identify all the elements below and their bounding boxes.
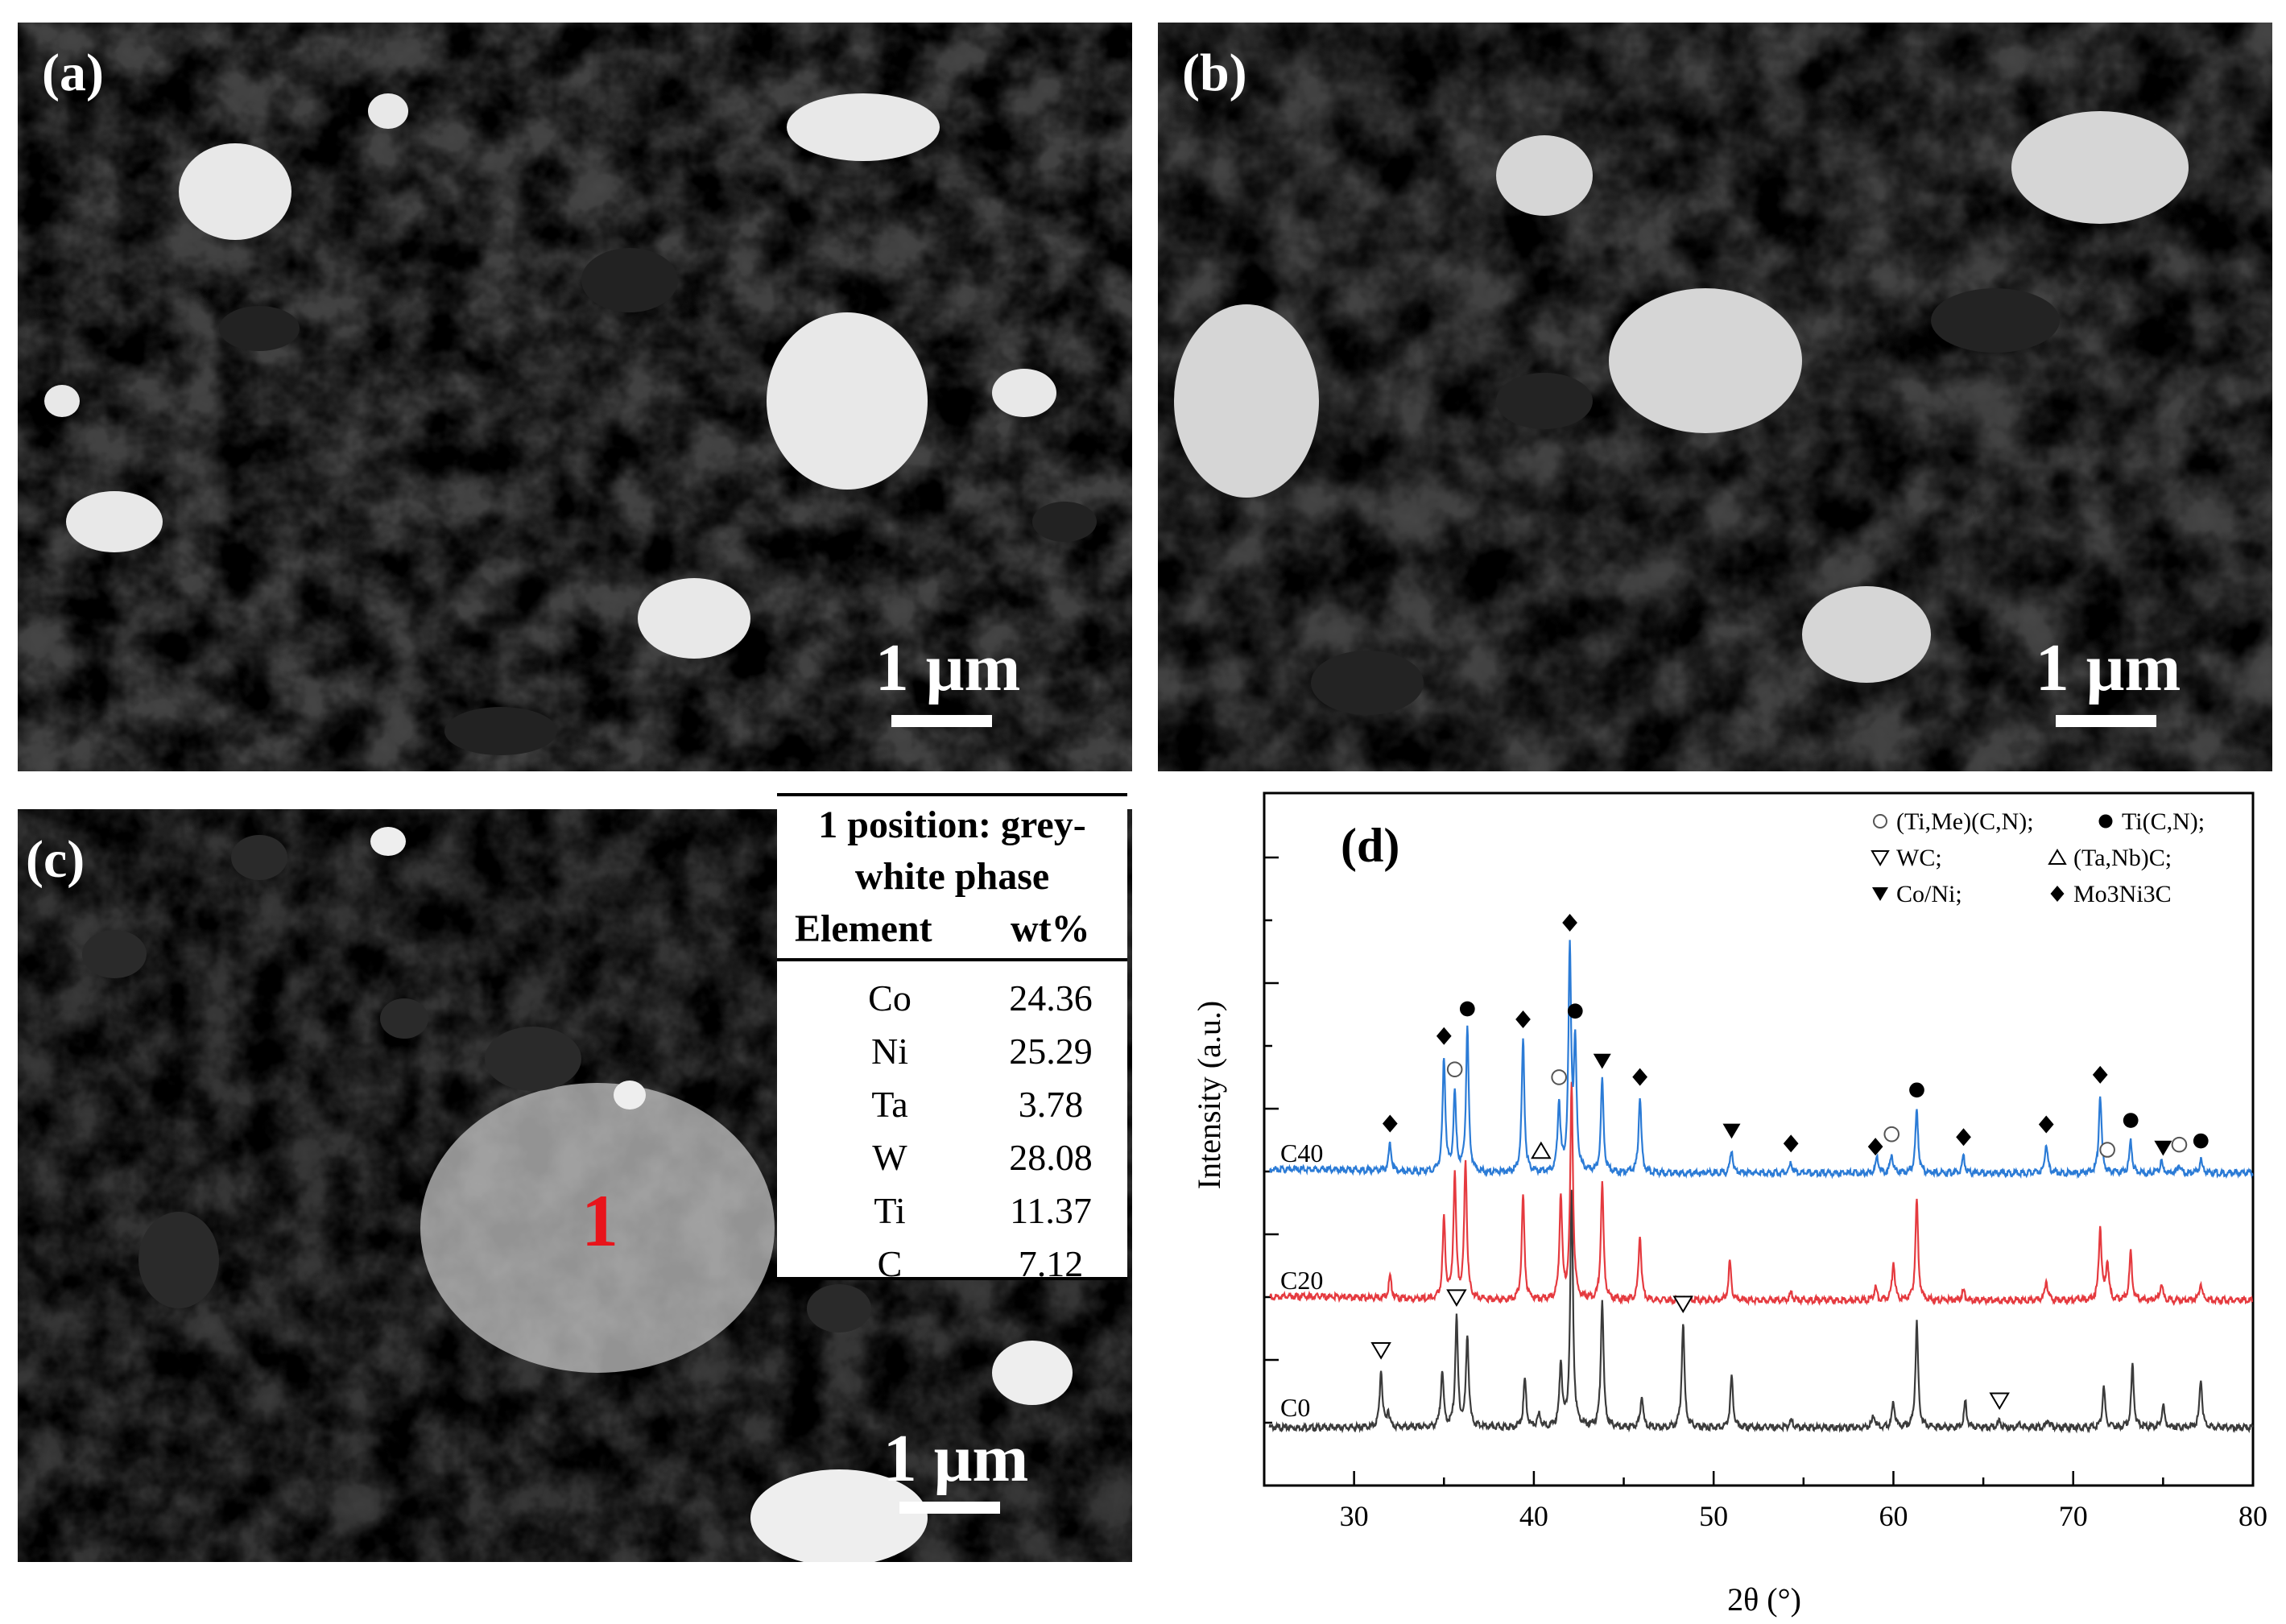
panel-label-b: (b) [1182, 43, 1247, 102]
position-marker-1: 1 [581, 1180, 618, 1262]
phase-marker-circle-filled [1567, 1003, 1583, 1019]
sem-image-b [1158, 23, 2272, 771]
x-tick-label: 40 [1519, 1500, 1548, 1532]
x-tick-label: 50 [1699, 1500, 1728, 1532]
xrd-chart-panel: 30 40 50 60 70 80 C0 C20 C40 (Ti,Me)(C,N); Ti(C,… [1172, 777, 2286, 1620]
phase-marker-diamond-filled [1382, 1114, 1398, 1133]
table-row: W 28.08 [872, 1137, 1093, 1178]
panel-label-d: (d) [1341, 819, 1399, 872]
table-caption-line2: white phase [854, 855, 1050, 898]
sem-panel-b: (b) 1 μm [1158, 23, 2272, 771]
x-tick-label: 70 [2059, 1500, 2088, 1532]
sem-panel-a: (a) 1 μm [18, 23, 1132, 771]
scale-bar-b [2056, 715, 2156, 727]
table-top-rule [777, 793, 1127, 796]
phase-marker-triangle-up-open [1531, 1141, 1552, 1159]
legend-entry: Ti(C,N); [2122, 808, 2205, 835]
legend-entry: WC; [1896, 845, 1942, 871]
header-wt: wt% [1011, 907, 1090, 950]
xrd-chart: 30 40 50 60 70 80 C0 C20 C40 (Ti,Me)(C,N); Ti(C,… [1191, 791, 2267, 1618]
phase-marker-circle-open [1446, 1061, 1463, 1077]
sem-image-a [18, 23, 1132, 771]
legend-entry: (Ti,Me)(C,N); [1896, 808, 2034, 835]
series-label-c0: C0 [1280, 1393, 1310, 1422]
phase-marker-diamond-filled [1515, 1010, 1531, 1029]
phase-marker-circle-open [1551, 1069, 1567, 1085]
phase-marker-triangle-down-open [1989, 1392, 2010, 1411]
panel-label-a: (a) [42, 43, 104, 102]
phase-marker-triangle-down-filled [1722, 1123, 1741, 1139]
series-label-c20: C20 [1280, 1266, 1323, 1295]
phase-marker-diamond-filled [1867, 1138, 1883, 1156]
phase-marker-circle-filled [2193, 1133, 2209, 1149]
table-bottom-rule [777, 1277, 1127, 1280]
chart-series: C0 C20 C40 [1268, 940, 2254, 1434]
y-axis-label: Intensity (a.u.) [1191, 1001, 1227, 1189]
scale-label-b: 1 μm [2035, 630, 2181, 705]
plot-frame [1263, 791, 2255, 1487]
legend-triangle-down-open-icon [1871, 850, 1890, 866]
phase-marker-circle-filled [1909, 1082, 1924, 1098]
x-tick-label: 80 [2238, 1500, 2267, 1532]
phase-marker-diamond-filled [1562, 914, 1577, 932]
phase-marker-diamond-filled [1632, 1068, 1647, 1086]
phase-marker-diamond-filled [1436, 1027, 1452, 1045]
phase-marker-diamond-filled [2038, 1115, 2054, 1134]
scale-bar-c [899, 1502, 1000, 1514]
phase-marker-diamond-filled [2092, 1065, 2108, 1084]
legend-entry: Mo3Ni3C [2073, 881, 2172, 907]
scale-label-c: 1 μm [883, 1421, 1029, 1496]
phase-marker-triangle-down-filled [2154, 1140, 2172, 1156]
scale-bar-a [891, 715, 992, 727]
phase-marker-circle-filled [2123, 1113, 2139, 1128]
eds-composition-table: 1 position: grey- white phase Element wt… [777, 793, 1127, 1284]
legend-entry: (Ta,Nb)C; [2073, 845, 2172, 871]
legend-diamond-filled-icon [2050, 886, 2065, 902]
phase-markers [1370, 914, 2209, 1411]
phase-marker-circle-open [1883, 1126, 1900, 1143]
table-row: C 7.12 [877, 1243, 1084, 1284]
table-row: Ni 25.29 [871, 1031, 1093, 1072]
legend-triangle-up-open-icon [2048, 849, 2067, 865]
phase-marker-diamond-filled [1956, 1128, 1971, 1147]
phase-marker-diamond-filled [1783, 1134, 1799, 1153]
phase-marker-circle-filled [1459, 1001, 1475, 1017]
legend-circle-filled-icon [2098, 814, 2113, 829]
legend-entry: Co/Ni; [1896, 881, 1962, 907]
phase-marker-circle-open [2099, 1142, 2115, 1158]
series-label-c40: C40 [1280, 1138, 1323, 1167]
chart-axes: 30 40 50 60 70 80 [1263, 791, 2267, 1532]
table-row: Co 24.36 [868, 977, 1093, 1019]
series-line-c20 [1269, 1081, 2254, 1307]
series-line-c0 [1268, 1189, 2254, 1434]
x-tick-label: 60 [1879, 1500, 1908, 1532]
x-axis-label: 2θ (°) [1727, 1581, 1801, 1618]
legend-triangle-down-filled-icon [1872, 887, 1888, 901]
table-row: Ta 3.78 [871, 1084, 1084, 1125]
series-line-c40 [1269, 940, 2254, 1180]
panel-label-c: (c) [26, 830, 85, 889]
phase-marker-triangle-down-open [1672, 1295, 1693, 1314]
table-row: Ti 11.37 [874, 1190, 1092, 1231]
x-tick-label: 30 [1340, 1500, 1369, 1532]
phase-marker-triangle-down-open [1370, 1341, 1391, 1360]
header-element: Element [795, 907, 932, 950]
legend-circle-open-icon [1873, 814, 1887, 829]
chart-legend: (Ti,Me)(C,N); Ti(C,N); WC; (Ta,Nb)C; Co/Ni; M… [1871, 808, 2205, 907]
phase-marker-triangle-down-filled [1593, 1053, 1611, 1069]
phase-marker-circle-open [2171, 1136, 2188, 1153]
phase-marker-triangle-down-open [1446, 1289, 1467, 1307]
table-header-rule [777, 958, 1127, 961]
table-caption-line1: 1 position: grey- [818, 804, 1086, 846]
scale-label-a: 1 μm [874, 630, 1021, 705]
